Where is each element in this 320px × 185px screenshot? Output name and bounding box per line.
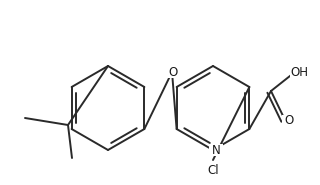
Text: O: O [168, 65, 178, 78]
Bar [290, 66, 308, 78]
Text: O: O [284, 115, 294, 127]
Bar [166, 66, 180, 78]
Text: Cl: Cl [207, 164, 219, 177]
Bar [282, 115, 296, 127]
Bar [204, 164, 222, 177]
Text: N: N [212, 144, 220, 157]
Bar [209, 144, 223, 156]
Text: OH: OH [290, 65, 308, 78]
